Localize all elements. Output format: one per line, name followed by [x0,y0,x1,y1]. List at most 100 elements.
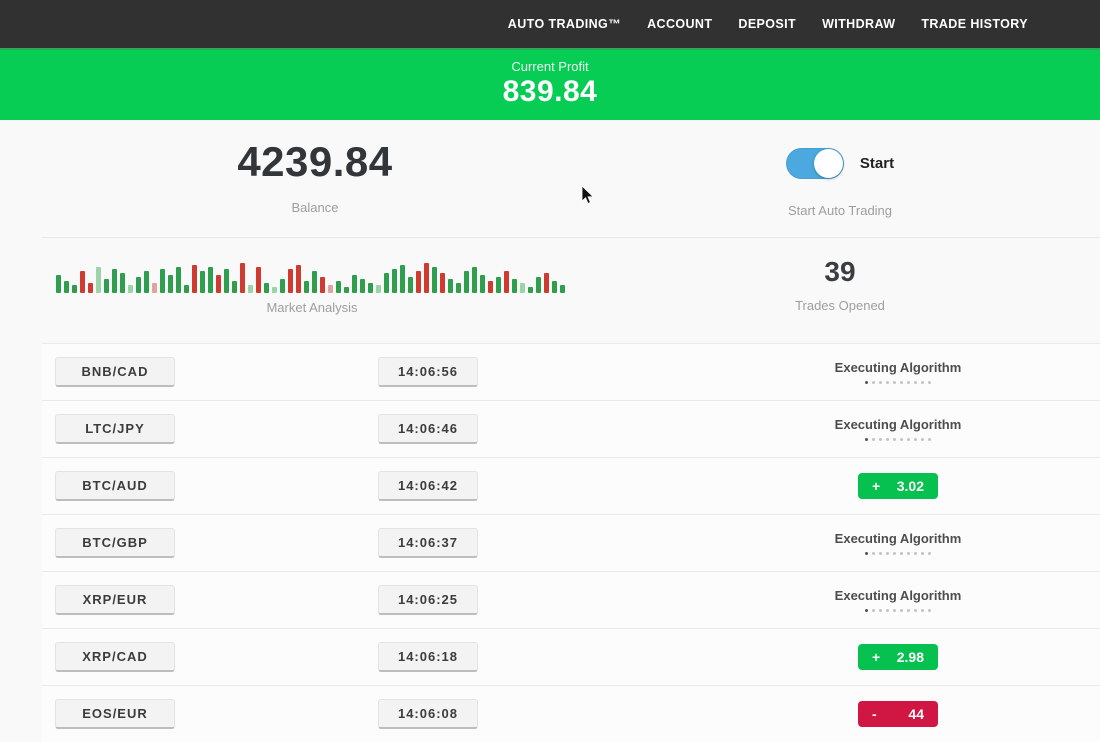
nav-item-trade-history[interactable]: TRADE HISTORY [921,17,1028,31]
nav-item-account[interactable]: ACCOUNT [647,17,713,31]
spark-bar [416,271,421,293]
spark-bar [352,275,357,293]
trades-opened-value: 39 [824,256,856,287]
spark-bar [512,279,517,293]
trades-opened-label: Trades Opened [795,298,885,313]
spark-bar [328,285,333,293]
spark-bar [488,281,493,293]
balance-label: Balance [291,200,339,215]
pair-chip[interactable]: EOS/EUR [55,699,175,729]
executing-algorithm-label: Executing Algorithm [834,417,962,432]
spark-bar [216,275,221,293]
executing-progress-dots [818,381,978,384]
executing-algorithm-label: Executing Algorithm [834,588,962,603]
spark-bar [64,281,69,293]
start-auto-trading-label: Start Auto Trading [787,203,893,218]
spark-bar [520,283,525,293]
spark-bar [448,279,453,293]
table-row: LTC/JPY 14:06:46 Executing Algorithm [42,400,1100,457]
spark-bar [432,267,437,293]
spark-bar [480,275,485,293]
spark-bar [152,283,157,293]
spark-bar [456,283,461,293]
profit-badge: +2.98 [858,644,938,670]
time-chip[interactable]: 14:06:37 [378,528,478,558]
spark-bar [256,267,261,293]
spark-bar [544,273,549,293]
toggle-knob [813,149,843,178]
spark-bar [464,271,469,293]
time-chip[interactable]: 14:06:56 [378,357,478,387]
spark-bar [96,267,101,293]
spark-bar [312,271,317,293]
spark-bar [112,269,117,293]
spark-bar [88,283,93,293]
market-analysis-sparkline [56,256,568,293]
spark-bar [192,265,197,293]
loss-badge: -44 [858,701,938,727]
pair-chip[interactable]: XRP/EUR [55,585,175,615]
time-chip[interactable]: 14:06:46 [378,414,478,444]
spark-bar [208,267,213,293]
spark-bar [528,287,533,293]
spark-bar [288,269,293,293]
spark-bar [120,273,125,293]
dashboard: 4239.84 Balance Start Start Auto Trading… [0,120,1100,343]
executing-progress-dots [818,552,978,555]
spark-bar [336,281,341,293]
trades-table: BNB/CAD 14:06:56 Executing Algorithm LTC… [42,343,1100,742]
spark-bar [240,263,245,293]
spark-bar [376,285,381,293]
table-row: XRP/EUR 14:06:25 Executing Algorithm [42,571,1100,628]
time-chip[interactable]: 14:06:25 [378,585,478,615]
spark-bar [272,287,277,293]
spark-bar [344,287,349,293]
market-analysis-block: Market Analysis [56,256,568,315]
spark-bar [200,271,205,293]
spark-bar [384,273,389,293]
pair-chip[interactable]: BNB/CAD [55,357,175,387]
executing-progress-dots [818,609,978,612]
status-cell: Executing Algorithm [818,360,978,384]
table-row: BTC/GBP 14:06:37 Executing Algorithm [42,514,1100,571]
current-profit-label: Current Profit [511,59,589,74]
auto-trading-block: Start Start Auto Trading [730,148,950,218]
spark-bar [360,279,365,293]
spark-bar [304,281,309,293]
pair-chip[interactable]: XRP/CAD [55,642,175,672]
profit-badge: +3.02 [858,473,938,499]
executing-algorithm-label: Executing Algorithm [834,360,962,375]
executing-progress-dots [818,438,978,441]
nav-item-withdraw[interactable]: WITHDRAW [822,17,896,31]
top-navigation: AUTO TRADING™ ACCOUNT DEPOSIT WITHDRAW TRADE… [0,0,1100,48]
spark-bar [368,283,373,293]
time-chip[interactable]: 14:06:18 [378,642,478,672]
market-analysis-label: Market Analysis [266,300,358,315]
nav-item-auto-trading[interactable]: AUTO TRADING™ [507,17,622,31]
spark-bar [136,277,141,293]
time-chip[interactable]: 14:06:08 [378,699,478,729]
toggle-start-label: Start [859,155,895,172]
pair-chip[interactable]: BTC/AUD [55,471,175,501]
status-cell: +2.98 [818,644,978,670]
table-row: BTC/AUD 14:06:42 +3.02 [42,457,1100,514]
balance-block: 4239.84 Balance [170,138,460,215]
spark-bar [504,271,509,293]
nav-item-deposit[interactable]: DEPOSIT [738,17,797,31]
status-cell: Executing Algorithm [818,588,978,612]
table-row: EOS/EUR 14:06:08 -44 [42,685,1100,742]
spark-bar [560,285,565,293]
spark-bar [176,267,181,293]
spark-bar [496,277,501,293]
executing-algorithm-label: Executing Algorithm [834,531,962,546]
spark-bar [536,277,541,293]
spark-bar [144,271,149,293]
pair-chip[interactable]: BTC/GBP [55,528,175,558]
time-chip[interactable]: 14:06:42 [378,471,478,501]
status-cell: Executing Algorithm [818,531,978,555]
section-divider [42,237,1100,238]
status-cell: -44 [818,701,978,727]
pair-chip[interactable]: LTC/JPY [55,414,175,444]
start-auto-trading-toggle[interactable] [785,148,844,179]
spark-bar [552,281,557,293]
